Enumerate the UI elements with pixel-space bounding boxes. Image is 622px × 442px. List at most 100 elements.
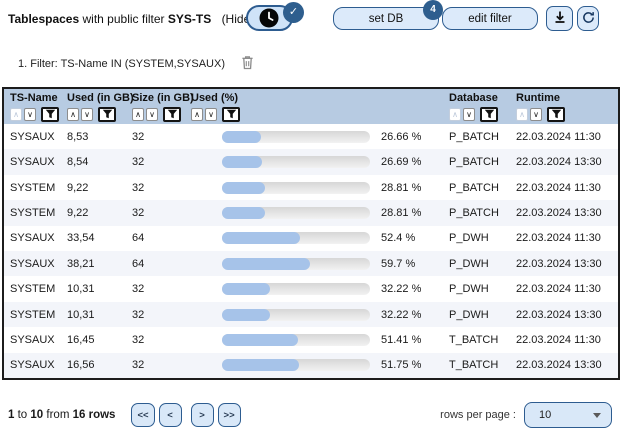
- cell-size-gb: 64: [132, 232, 145, 245]
- cell-runtime: 22.03.2024 11:30: [516, 181, 601, 194]
- column-header: Runtime ∧ ∨: [516, 92, 618, 124]
- sort-asc-button[interactable]: ∧: [449, 108, 461, 121]
- used-bar-track: [222, 257, 370, 270]
- pagination-last-button[interactable]: >>: [217, 403, 241, 427]
- check-icon: ✓: [288, 6, 299, 18]
- cell-used-gb: 16,56: [67, 359, 95, 372]
- sort-asc-button[interactable]: ∧: [67, 108, 79, 121]
- table-row[interactable]: SYSAUX 16,45 32 51.41 % T_BATCH 22.03.20…: [4, 327, 618, 352]
- refresh-icon: [582, 11, 595, 27]
- filter-funnel-button[interactable]: [98, 107, 116, 122]
- check-badge: ✓: [283, 2, 304, 23]
- filter-funnel-button[interactable]: [222, 107, 240, 122]
- filter-funnel-button[interactable]: [163, 107, 181, 122]
- cell-ts-name: SYSAUX: [10, 359, 55, 372]
- sort-desc-button[interactable]: ∨: [530, 108, 542, 121]
- db-count-badge: 4: [423, 0, 443, 20]
- cell-ts-name: SYSTEM: [10, 283, 56, 296]
- cell-size-gb: 32: [132, 283, 145, 296]
- cell-used-gb: 16,45: [67, 333, 95, 346]
- column-header: Size (in GB) ∧ ∨: [132, 92, 194, 124]
- used-pct-label: 32.22 %: [381, 283, 422, 296]
- cell-database: T_BATCH: [449, 359, 499, 372]
- sort-desc-button[interactable]: ∨: [24, 108, 36, 121]
- used-bar-fill: [222, 130, 262, 143]
- column-controls: ∧ ∨: [516, 107, 618, 122]
- cell-database: P_BATCH: [449, 156, 499, 169]
- rows-per-page-value: 10: [539, 409, 552, 421]
- row-range-text: 1 to 10 from 16 rows: [8, 409, 115, 421]
- cell-database: P_BATCH: [449, 130, 499, 143]
- table-row[interactable]: SYSTEM 9,22 32 28.81 % P_BATCH 22.03.202…: [4, 200, 618, 226]
- delete-filter-button[interactable]: [241, 55, 254, 73]
- cell-used-gb: 33,54: [67, 232, 95, 245]
- sort-asc-button[interactable]: ∧: [516, 108, 528, 121]
- column-label: Used (%): [191, 92, 239, 104]
- cell-runtime: 22.03.2024 13:30: [516, 308, 602, 321]
- table-row[interactable]: SYSAUX 16,56 32 51.75 % T_BATCH 22.03.20…: [4, 352, 618, 379]
- table-row[interactable]: SYSTEM 9,22 32 28.81 % P_BATCH 22.03.202…: [4, 175, 618, 200]
- cell-used-pct: 51.75 %: [191, 359, 449, 372]
- table-row[interactable]: SYSAUX 8,54 32 26.69 % P_BATCH 22.03.202…: [4, 149, 618, 175]
- table-row[interactable]: SYSTEM 10,31 32 32.22 % P_DWH 22.03.2024…: [4, 276, 618, 301]
- used-bar-track: [222, 232, 370, 245]
- dropdown-arrow-icon: [593, 412, 601, 418]
- used-pct-label: 26.66 %: [381, 130, 422, 143]
- table-row[interactable]: SYSAUX 38,21 64 59.7 % P_DWH 22.03.2024 …: [4, 251, 618, 277]
- range-word-to: to: [17, 409, 28, 421]
- used-bar-fill: [222, 308, 270, 321]
- download-icon: [553, 10, 567, 27]
- cell-used-pct: 32.22 %: [191, 308, 449, 321]
- sort-asc-button[interactable]: ∧: [191, 108, 203, 121]
- pagination-first-button[interactable]: <<: [131, 403, 155, 427]
- filter-funnel-button[interactable]: [41, 107, 59, 122]
- column-label: Size (in GB): [132, 92, 194, 104]
- cell-used-pct: 26.69 %: [191, 156, 449, 169]
- cell-used-gb: 10,31: [67, 308, 95, 321]
- cell-database: P_BATCH: [449, 181, 499, 194]
- sort-asc-button[interactable]: ∧: [132, 108, 144, 121]
- download-button[interactable]: [546, 6, 573, 31]
- time-toggle-button[interactable]: ✓: [246, 2, 304, 31]
- table-row[interactable]: SYSAUX 33,54 64 52.4 % P_DWH 22.03.2024 …: [4, 226, 618, 251]
- sort-desc-button[interactable]: ∨: [81, 108, 93, 121]
- table-row[interactable]: SYSAUX 8,53 32 26.66 % P_BATCH 22.03.202…: [4, 124, 618, 149]
- sort-desc-button[interactable]: ∨: [205, 108, 217, 121]
- column-label: Used (in GB): [67, 92, 134, 104]
- pagination-next-button[interactable]: >: [190, 403, 214, 427]
- used-bar-fill: [222, 206, 265, 219]
- column-controls: ∧ ∨: [191, 107, 449, 122]
- cell-used-pct: 28.81 %: [191, 181, 449, 194]
- cell-runtime: 22.03.2024 11:30: [516, 232, 601, 245]
- refresh-button[interactable]: [577, 6, 599, 31]
- sort-desc-button[interactable]: ∨: [463, 108, 475, 121]
- cell-size-gb: 32: [132, 181, 145, 194]
- sort-desc-button[interactable]: ∨: [146, 108, 158, 121]
- cell-size-gb: 32: [132, 156, 145, 169]
- table-footer: 1 to 10 from 16 rows << < > >> rows per …: [8, 401, 612, 429]
- cell-database: P_DWH: [449, 283, 489, 296]
- tablespaces-table: TS-Name ∧ ∨ Used (in GB) ∧ ∨: [2, 87, 620, 380]
- used-bar-track: [222, 283, 370, 296]
- used-pct-label: 26.69 %: [381, 156, 422, 169]
- table-row[interactable]: SYSTEM 10,31 32 32.22 % P_DWH 22.03.2024…: [4, 301, 618, 328]
- filter-funnel-button[interactable]: [547, 107, 565, 122]
- cell-ts-name: SYSAUX: [10, 232, 55, 245]
- cell-used-gb: 9,22: [67, 206, 89, 219]
- used-bar-track: [222, 156, 370, 169]
- cell-size-gb: 32: [132, 308, 145, 321]
- edit-filter-button[interactable]: edit filter: [442, 7, 538, 30]
- cell-runtime: 22.03.2024 13:30: [516, 257, 602, 270]
- filter-funnel-button[interactable]: [480, 107, 498, 122]
- set-db-button[interactable]: set DB 4: [333, 0, 443, 30]
- cell-size-gb: 32: [132, 359, 145, 372]
- cell-ts-name: SYSTEM: [10, 308, 56, 321]
- used-bar-track: [222, 308, 370, 321]
- rows-per-page-select[interactable]: 10: [524, 402, 612, 428]
- cell-ts-name: SYSAUX: [10, 130, 55, 143]
- pagination-prev-button[interactable]: <: [158, 403, 182, 427]
- cell-used-gb: 10,31: [67, 283, 95, 296]
- cell-used-pct: 26.66 %: [191, 130, 449, 143]
- range-word-from: from: [46, 409, 70, 421]
- sort-asc-button[interactable]: ∧: [10, 108, 22, 121]
